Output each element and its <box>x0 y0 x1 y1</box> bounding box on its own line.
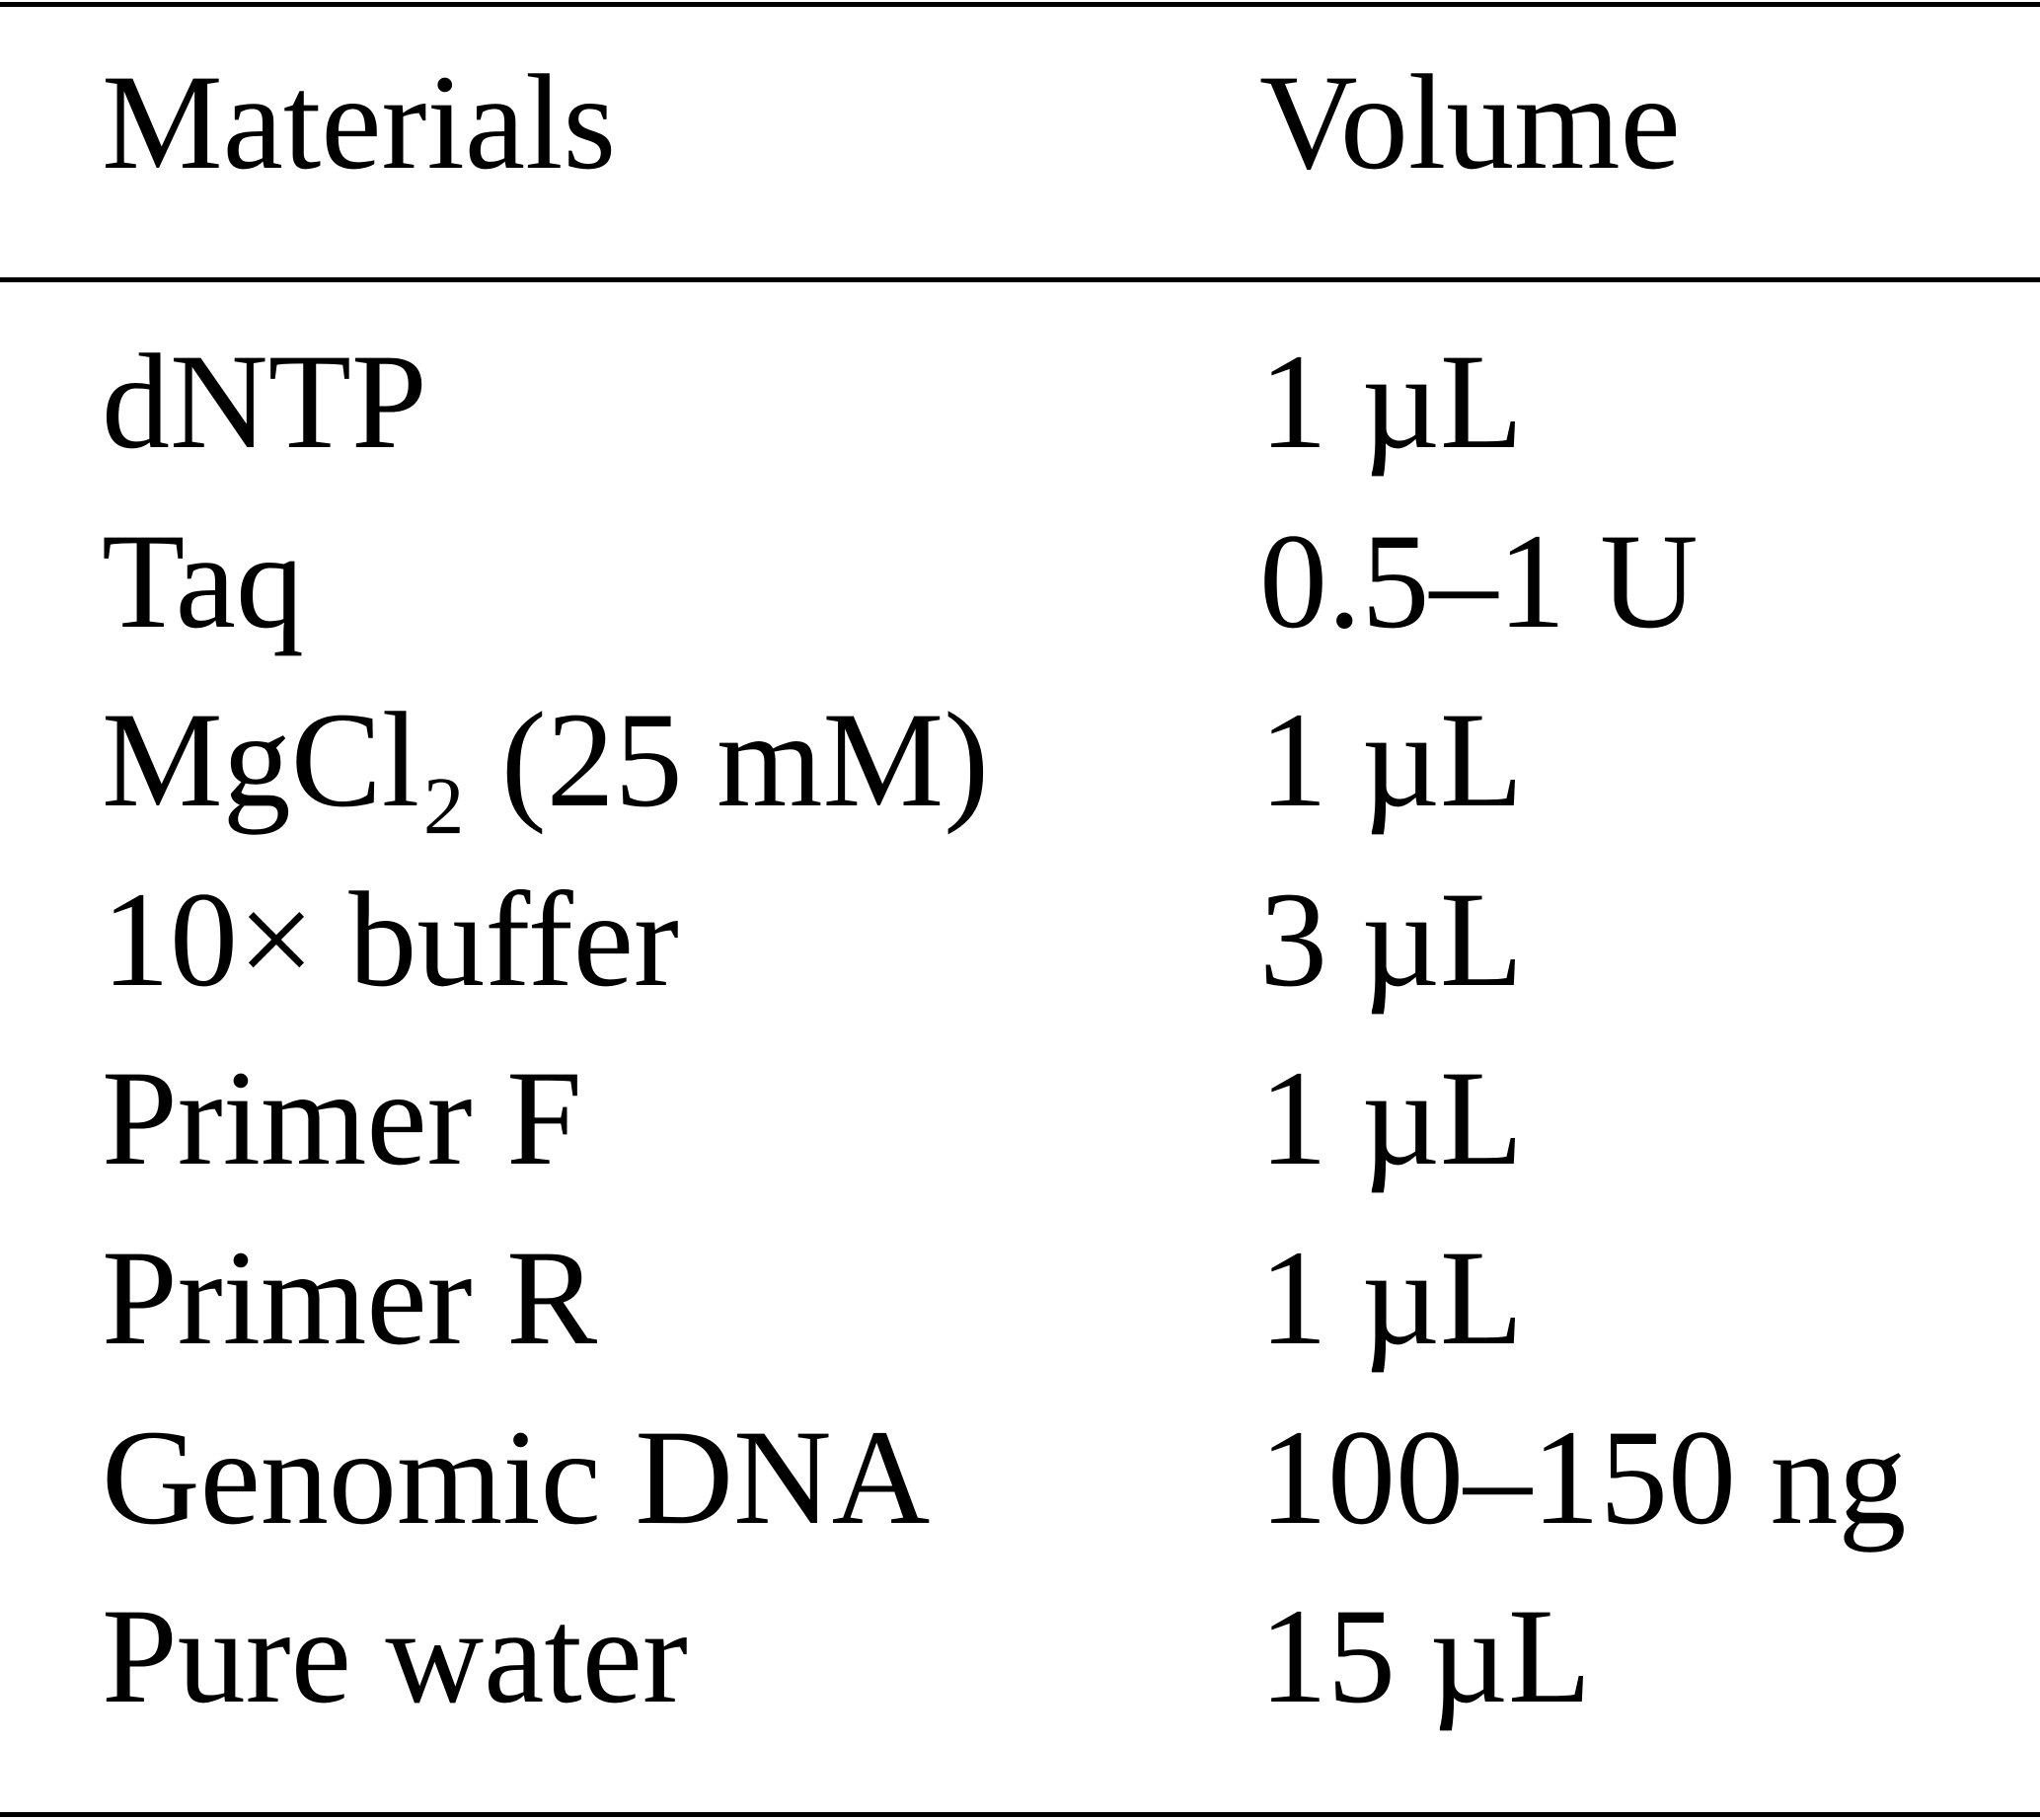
material-cell: Primer F <box>102 1042 582 1194</box>
volume-cell: 3 µL <box>1259 863 1524 1015</box>
material-cell: Genomic DNA <box>102 1401 931 1553</box>
volume-cell: 1 µL <box>1259 326 1524 477</box>
volume-cell: 0.5–1 U <box>1259 504 1699 656</box>
material-cell: MgCl₂ (25 mM) <box>102 684 990 836</box>
material-cell: Pure water <box>102 1580 688 1732</box>
material-cell: dNTP <box>102 326 427 477</box>
volume-cell: 15 µL <box>1259 1580 1592 1732</box>
material-cell: 10× buffer <box>102 863 679 1015</box>
header-cell: Volume <box>1259 46 1681 197</box>
header-rule <box>0 277 2040 282</box>
bottom-rule <box>0 1812 2040 1817</box>
header-cell: Materials <box>102 46 617 197</box>
volume-cell: 1 µL <box>1259 1222 1524 1373</box>
material-cell: Taq <box>102 504 304 656</box>
volume-cell: 1 µL <box>1259 1042 1524 1194</box>
volume-cell: 1 µL <box>1259 684 1524 836</box>
material-cell: Primer R <box>102 1222 598 1373</box>
top-rule <box>0 2 2040 7</box>
volume-cell: 100–150 ng <box>1259 1401 1907 1553</box>
